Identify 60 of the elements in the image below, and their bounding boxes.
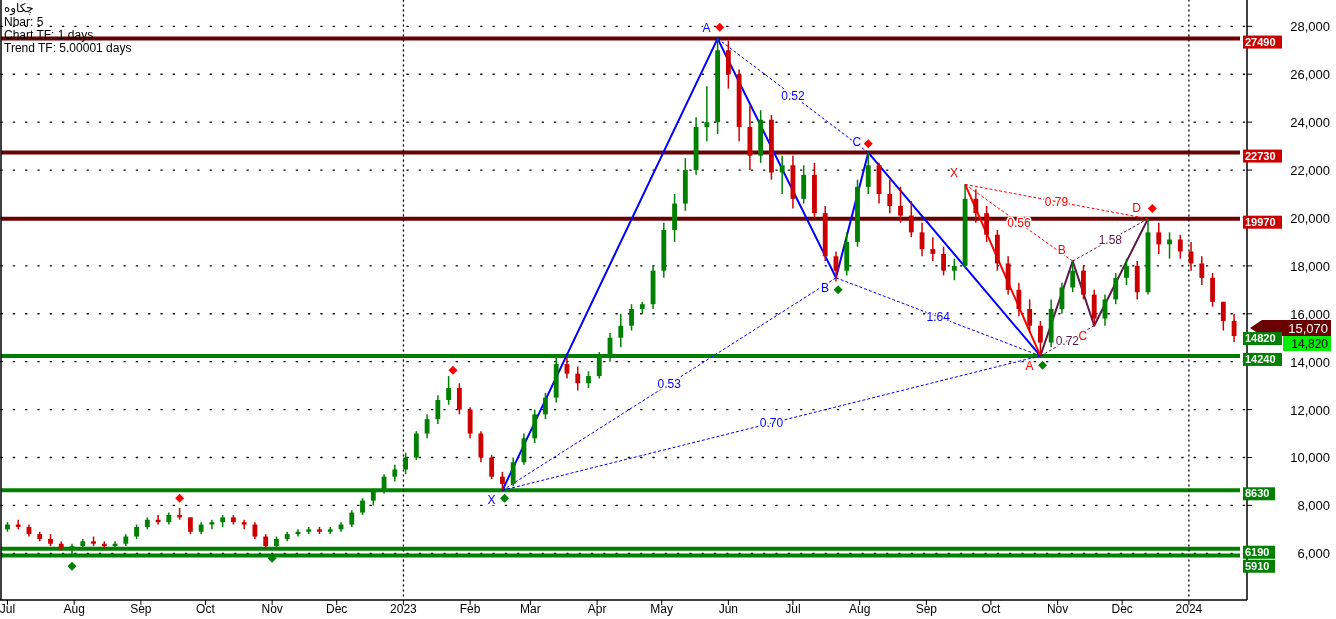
ref-line-label: 6190 (1245, 545, 1270, 558)
annotation: C (852, 134, 862, 149)
annotation: Nbar: 5 (4, 15, 44, 29)
x-tick-label: Sep (130, 602, 152, 616)
annotation: Trend TF: 5.00001 days (4, 41, 132, 55)
annotation: B (1057, 243, 1066, 258)
x-tick-label: Oct (196, 602, 216, 616)
x-tick-label: Dec (1111, 602, 1133, 616)
ref-line-label: 19970 (1245, 215, 1276, 228)
x-tick-label: Aug (848, 602, 871, 616)
y-tick-label: 14,000 (1290, 354, 1330, 370)
x-tick-label: Mar (520, 602, 541, 616)
y-tick-label: 6,000 (1297, 546, 1330, 562)
text: 14,820 (1291, 337, 1329, 352)
x-tick-label: Jun (718, 602, 739, 616)
ref-line-label: 27490 (1245, 35, 1276, 48)
y-tick-label: 20,000 (1290, 210, 1330, 226)
y-tick-label: 18,000 (1290, 258, 1330, 274)
chart-title: چکاوه (4, 1, 34, 16)
series-label: 0.72 (1055, 333, 1080, 348)
x-tick-label: Jul (0, 602, 16, 616)
annotation: A (1025, 358, 1034, 373)
series-label: 1.58 (1098, 232, 1123, 247)
x-tick-label: Sep (915, 602, 938, 616)
annotation: B (820, 280, 829, 295)
series-label: 0.53 (657, 377, 682, 392)
series-label: 1.64 (926, 309, 951, 324)
ref-line-label: 8630 (1245, 487, 1270, 500)
series-label: 0.52 (781, 88, 805, 103)
x-tick-label: Oct (981, 602, 1001, 616)
y-tick-label: 24,000 (1290, 115, 1330, 131)
x-tick-label: Aug (63, 602, 85, 616)
y-tick-label: 10,000 (1290, 450, 1330, 466)
ref-line-label: 14240 (1245, 352, 1276, 365)
x-tick-label: May (650, 602, 673, 616)
y-tick-label: 22,000 (1290, 163, 1330, 179)
annotation: D (1132, 200, 1142, 215)
x-tick-label: 2024 (1175, 602, 1203, 616)
annotation: 14820 (1245, 332, 1276, 345)
text: 15,070 (1288, 321, 1328, 337)
x-tick-label: Jul (785, 602, 801, 616)
x-tick-label: Apr (587, 602, 607, 616)
x-tick-label: Dec (326, 602, 348, 616)
x-tick-label: Nov (1046, 602, 1069, 616)
x-tick-label: Feb (459, 602, 481, 616)
ref-line-label: 5910 (1245, 559, 1270, 572)
annotation: C (1078, 328, 1088, 343)
x-tick-label: Nov (261, 602, 283, 616)
y-tick-label: 12,000 (1290, 402, 1330, 418)
annotation: A (702, 20, 711, 35)
y-tick-label: 28,000 (1290, 19, 1330, 35)
annotation: X (950, 166, 959, 181)
y-tick-label: 8,000 (1297, 498, 1330, 514)
y-tick-label: 26,000 (1290, 67, 1330, 83)
y-tick-label: 16,000 (1290, 306, 1330, 322)
series-label: 0.79 (1044, 194, 1069, 209)
ref-line-label: 22730 (1245, 149, 1276, 162)
annotation: X (487, 493, 496, 508)
series-label: 0.70 (759, 416, 784, 431)
x-tick-label: 2023 (390, 602, 418, 616)
